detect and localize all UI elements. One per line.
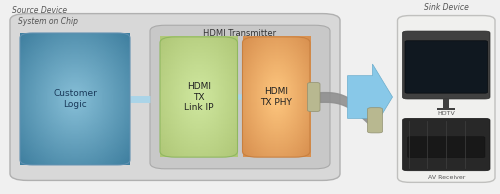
- Text: HDMI Transmitter: HDMI Transmitter: [204, 29, 277, 38]
- Bar: [437, 108, 455, 110]
- Text: Source Device: Source Device: [12, 6, 68, 15]
- FancyBboxPatch shape: [405, 41, 487, 93]
- FancyBboxPatch shape: [10, 14, 340, 180]
- Text: AV Receiver: AV Receiver: [428, 175, 465, 180]
- Text: HDMI
TX PHY: HDMI TX PHY: [260, 87, 292, 107]
- FancyBboxPatch shape: [308, 82, 320, 112]
- Text: HDTV: HDTV: [438, 111, 455, 116]
- FancyArrow shape: [348, 64, 393, 130]
- Text: HDMI
TX
Link IP: HDMI TX Link IP: [184, 82, 214, 112]
- Bar: [444, 99, 450, 110]
- Text: Customer
Logic: Customer Logic: [53, 89, 97, 109]
- FancyBboxPatch shape: [150, 25, 330, 169]
- Text: System on Chip: System on Chip: [18, 17, 78, 27]
- Text: Sink Device: Sink Device: [424, 3, 469, 12]
- FancyBboxPatch shape: [408, 137, 485, 158]
- FancyBboxPatch shape: [402, 31, 490, 99]
- FancyBboxPatch shape: [368, 108, 382, 133]
- FancyBboxPatch shape: [402, 118, 490, 171]
- FancyBboxPatch shape: [398, 16, 495, 182]
